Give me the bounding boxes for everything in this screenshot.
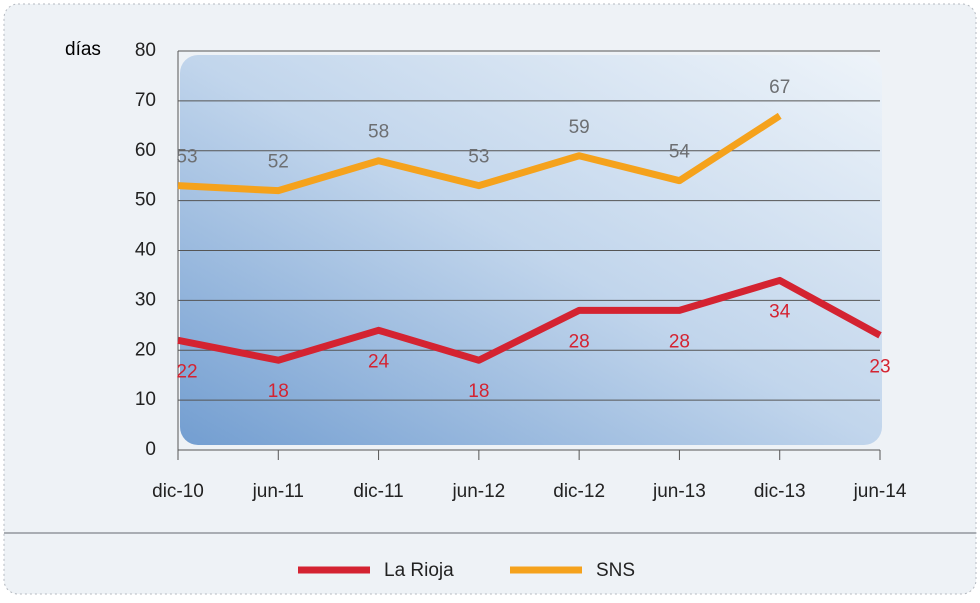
data-label: 22 <box>176 361 197 382</box>
data-label: 34 <box>769 301 791 322</box>
data-label: 18 <box>268 381 289 402</box>
y-tick-label: 40 <box>135 240 156 261</box>
data-label: 24 <box>368 351 390 372</box>
y-tick-label: 80 <box>135 40 156 61</box>
series-line <box>177 112 782 195</box>
x-tick-label: jun-12 <box>451 481 505 502</box>
data-label: 67 <box>769 77 790 98</box>
y-tick-label: 70 <box>135 90 156 111</box>
x-tick-label: jun-13 <box>652 481 706 502</box>
x-tick-label: jun-11 <box>252 481 304 502</box>
y-tick-label: 50 <box>135 190 156 211</box>
data-label: 28 <box>669 331 690 352</box>
data-label: 18 <box>468 381 489 402</box>
x-tick-label: dic-12 <box>553 481 605 502</box>
legend-label: SNS <box>596 560 635 581</box>
x-tick-label: dic-13 <box>754 481 806 502</box>
data-label: 52 <box>268 152 289 173</box>
data-label: 53 <box>176 147 197 168</box>
x-tick-label: dic-11 <box>353 481 403 502</box>
x-tick-label: jun-14 <box>853 481 907 502</box>
y-tick-label: 60 <box>135 140 156 161</box>
data-label: 59 <box>569 117 590 138</box>
data-label: 23 <box>869 356 890 377</box>
legend-label: La Rioja <box>384 560 454 581</box>
x-tick-label: dic-10 <box>152 481 204 502</box>
data-label: 28 <box>569 331 590 352</box>
y-tick-label: 10 <box>135 389 156 410</box>
y-tick-label: 20 <box>135 339 156 360</box>
data-label: 54 <box>669 142 691 163</box>
data-label: 58 <box>368 122 389 143</box>
y-tick-label: 30 <box>135 289 156 310</box>
y-axis-label: días <box>65 39 101 60</box>
series-line <box>177 276 882 364</box>
y-tick-label: 0 <box>145 439 156 460</box>
data-label: 53 <box>468 147 489 168</box>
